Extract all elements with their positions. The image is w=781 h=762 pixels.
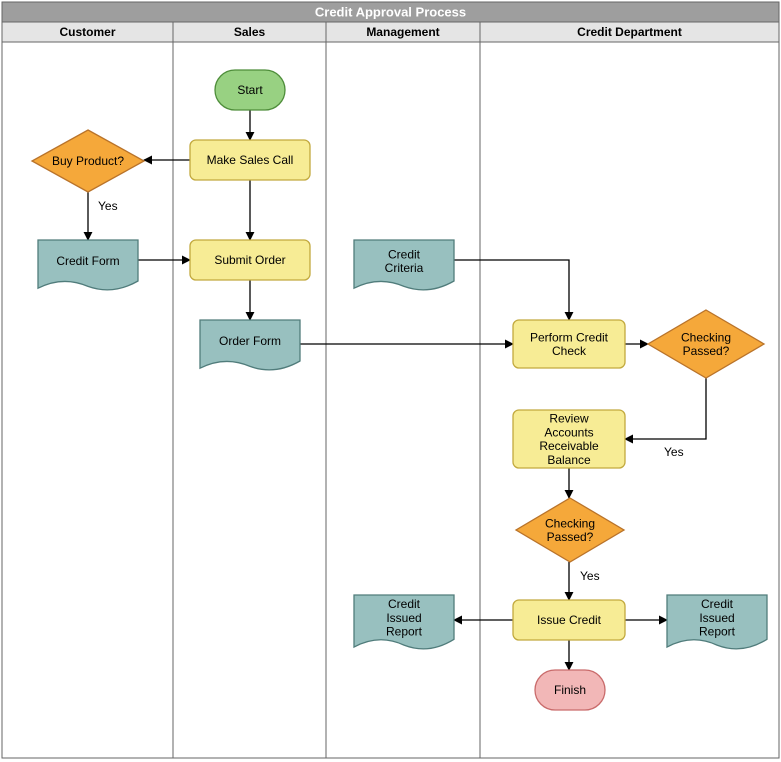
svg-text:CreditIssuedReport: CreditIssuedReport (699, 597, 736, 639)
node-start: Start (215, 70, 285, 110)
svg-text:Credit Form: Credit Form (56, 254, 119, 268)
svg-text:Customer: Customer (59, 25, 115, 39)
node-report_right: CreditIssuedReport (667, 595, 767, 649)
svg-text:Management: Management (366, 25, 439, 39)
svg-text:CheckingPassed?: CheckingPassed? (545, 516, 595, 544)
svg-text:Buy Product?: Buy Product? (52, 154, 124, 168)
svg-text:Submit Order: Submit Order (214, 253, 285, 267)
node-report_left: CreditIssuedReport (354, 595, 454, 649)
edge-label: Yes (580, 569, 600, 583)
flowchart-canvas: Credit Approval Process Customer Sales Mana… (0, 0, 781, 762)
svg-text:Credit Department: Credit Department (577, 25, 682, 39)
svg-text:Order Form: Order Form (219, 334, 281, 348)
node-credit_form: Credit Form (38, 240, 138, 290)
svg-text:Start: Start (237, 83, 263, 97)
node-submit_order: Submit Order (190, 240, 310, 280)
edge-label: Yes (98, 199, 118, 213)
svg-text:Issue Credit: Issue Credit (537, 613, 602, 627)
svg-text:Finish: Finish (554, 683, 586, 697)
node-perform_check: Perform CreditCheck (513, 320, 625, 368)
node-make_call: Make Sales Call (190, 140, 310, 180)
svg-text:CreditCriteria: CreditCriteria (385, 247, 424, 275)
svg-text:Credit Approval Process: Credit Approval Process (315, 5, 466, 20)
svg-text:Make Sales Call: Make Sales Call (207, 153, 294, 167)
edge-label: Yes (664, 445, 684, 459)
node-review_ar: ReviewAccountsReceivableBalance (513, 410, 625, 468)
node-issue_credit: Issue Credit (513, 600, 625, 640)
node-order_form: Order Form (200, 320, 300, 370)
node-finish: Finish (535, 670, 605, 710)
svg-text:CheckingPassed?: CheckingPassed? (681, 330, 731, 358)
svg-text:CreditIssuedReport: CreditIssuedReport (386, 597, 423, 639)
node-credit_criteria: CreditCriteria (354, 240, 454, 290)
svg-text:Sales: Sales (234, 25, 266, 39)
